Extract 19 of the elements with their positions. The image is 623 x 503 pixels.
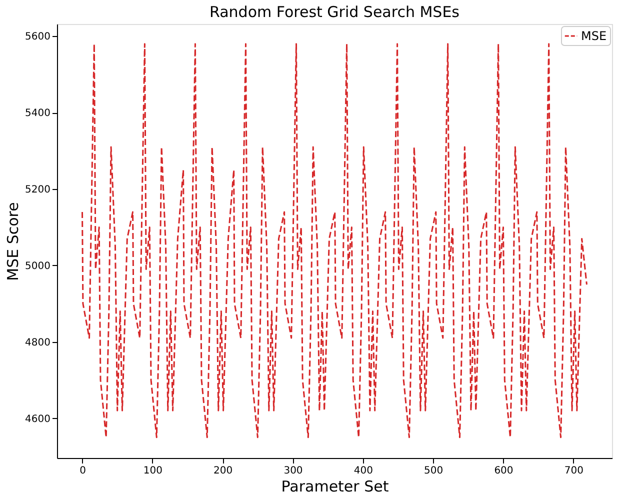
x-tick-label: 500 — [424, 466, 444, 476]
x-tick-label: 100 — [143, 466, 162, 476]
x-axis-title: Parameter Set — [281, 478, 389, 496]
x-tick-label: 300 — [284, 466, 303, 476]
y-tick-label: 5400 — [25, 108, 50, 120]
x-tick-label: 0 — [80, 466, 86, 476]
x-tick-label: 700 — [564, 466, 584, 476]
legend-label: MSE — [581, 29, 607, 43]
x-tick-label: 400 — [354, 466, 373, 476]
chart-title: Random Forest Grid Search MSEs — [210, 3, 460, 21]
x-tick-label: 200 — [214, 466, 233, 476]
line-series — [82, 43, 588, 438]
y-tick-label: 4800 — [25, 337, 50, 348]
x-tick-label: 600 — [494, 466, 514, 476]
y-tick-label: 5000 — [25, 260, 50, 272]
y-tick-label: 5600 — [25, 32, 50, 43]
y-axis-title: MSE Score — [4, 202, 22, 281]
y-tick-label: 5200 — [25, 184, 50, 196]
y-tick-label: 4600 — [25, 414, 50, 425]
